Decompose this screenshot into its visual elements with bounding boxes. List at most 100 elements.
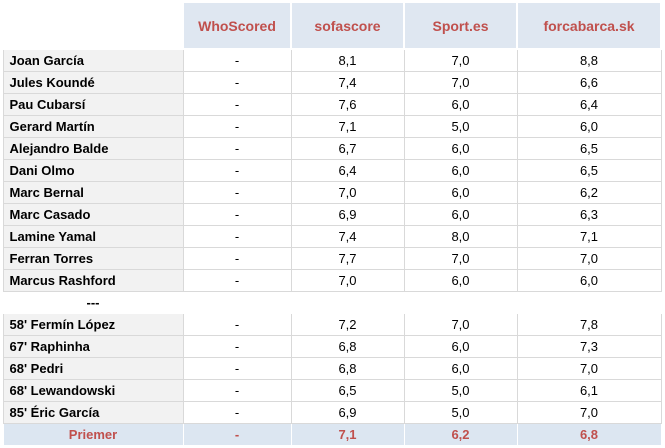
player-name: Marc Bernal [2,181,184,204]
rating-cell: 6,0 [516,269,662,292]
table-row: Marc Casado -6,9 6,0 6,3 [2,203,662,226]
empty-cell [403,291,518,314]
rating-cell: - [182,247,292,270]
rating-cell: 8,8 [516,48,662,72]
player-name: Lamine Yamal [2,225,184,248]
rating-cell: 7,8 [516,313,662,336]
rating-cell: 6,8 [290,335,405,358]
rating-cell: 5,0 [403,115,518,138]
player-name: 85' Éric García [2,401,184,424]
empty-cell [290,291,405,314]
table-row: 85' Éric García -6,9 5,0 7,0 [2,401,662,424]
rating-cell: 7,0 [290,269,405,292]
rating-cell: 6,0 [403,181,518,204]
footer-row: Priemer -7,1 6,2 6,8 [2,423,662,446]
rating-cell: - [182,71,292,94]
rating-cell: 6,1 [516,379,662,402]
player-name: 68' Pedri [2,357,184,380]
rating-cell: - [182,313,292,336]
player-name: Marcus Rashford [2,269,184,292]
rating-cell: 7,0 [403,247,518,270]
empty-cell [182,291,292,314]
rating-cell: 6,0 [516,115,662,138]
player-name: Joan García [2,48,184,72]
table-row: --- [2,291,662,314]
rating-cell: 7,0 [290,181,405,204]
table-row: 58' Fermín López -7,2 7,0 7,8 [2,313,662,336]
player-name: Ferran Torres [2,247,184,270]
rating-cell: - [182,159,292,182]
rating-cell: - [182,379,292,402]
rating-cell: - [182,181,292,204]
player-name: Jules Koundé [2,71,184,94]
rating-cell: 7,0 [403,71,518,94]
player-name: Gerard Martín [2,115,184,138]
table-row: Alejandro Balde -6,7 6,0 6,5 [2,137,662,160]
player-name: Alejandro Balde [2,137,184,160]
rating-cell: 5,0 [403,401,518,424]
rating-cell: 6,0 [403,137,518,160]
rating-cell: 7,0 [403,313,518,336]
player-name: --- [2,291,184,314]
table-row: Dani Olmo -6,4 6,0 6,5 [2,159,662,182]
rating-cell: 7,4 [290,71,405,94]
player-name: 68' Lewandowski [2,379,184,402]
rating-cell: 7,0 [516,401,662,424]
rating-cell: 6,0 [403,269,518,292]
rating-cell: 7,1 [290,115,405,138]
rating-cell: 6,9 [290,401,405,424]
empty-cell [516,291,662,314]
table-row: Joan García -8,1 7,0 8,8 [2,48,662,72]
rating-cell: - [182,115,292,138]
footer-label: Priemer [2,423,184,446]
rating-cell: 6,3 [516,203,662,226]
rating-cell: 7,0 [403,48,518,72]
player-name: Pau Cubarsí [2,93,184,116]
rating-cell: 7,1 [516,225,662,248]
rating-cell: 7,3 [516,335,662,358]
table-row: Gerard Martín -7,1 5,0 6,0 [2,115,662,138]
blank-header [2,1,184,50]
average-cell: 7,1 [290,423,405,446]
player-name: 58' Fermín López [2,313,184,336]
table-row: Marc Bernal -7,0 6,0 6,2 [2,181,662,204]
player-name: Dani Olmo [2,159,184,182]
rating-cell: 6,5 [516,159,662,182]
table-row: 68' Lewandowski -6,5 5,0 6,1 [2,379,662,402]
rating-cell: 6,4 [516,93,662,116]
average-cell: 6,2 [403,423,518,446]
rating-cell: 7,6 [290,93,405,116]
table-row: Lamine Yamal -7,4 8,0 7,1 [2,225,662,248]
rating-cell: - [182,93,292,116]
rating-cell: 6,7 [290,137,405,160]
rating-cell: 6,2 [516,181,662,204]
average-cell: 6,8 [516,423,662,446]
rating-cell: 7,7 [290,247,405,270]
rating-cell: 7,0 [516,247,662,270]
rating-cell: 6,0 [403,357,518,380]
table-row: Marcus Rashford -7,0 6,0 6,0 [2,269,662,292]
player-name: Marc Casado [2,203,184,226]
rating-cell: - [182,48,292,72]
column-header: forcabarca.sk [516,1,662,50]
rating-cell: - [182,225,292,248]
rating-cell: 7,0 [516,357,662,380]
table-row: Jules Koundé -7,4 7,0 6,6 [2,71,662,94]
rating-cell: 6,8 [290,357,405,380]
rating-cell: 6,9 [290,203,405,226]
rating-cell: 6,0 [403,203,518,226]
rating-cell: - [182,401,292,424]
rating-cell: - [182,203,292,226]
table-row: Pau Cubarsí -7,6 6,0 6,4 [2,93,662,116]
rating-cell: - [182,335,292,358]
rating-cell: 6,5 [516,137,662,160]
player-name: 67' Raphinha [2,335,184,358]
rating-cell: 8,0 [403,225,518,248]
column-header: Sport.es [403,1,518,50]
rating-cell: 8,1 [290,48,405,72]
column-header: sofascore [290,1,405,50]
rating-cell: 7,2 [290,313,405,336]
rating-cell: 6,5 [290,379,405,402]
rating-cell: 6,6 [516,71,662,94]
